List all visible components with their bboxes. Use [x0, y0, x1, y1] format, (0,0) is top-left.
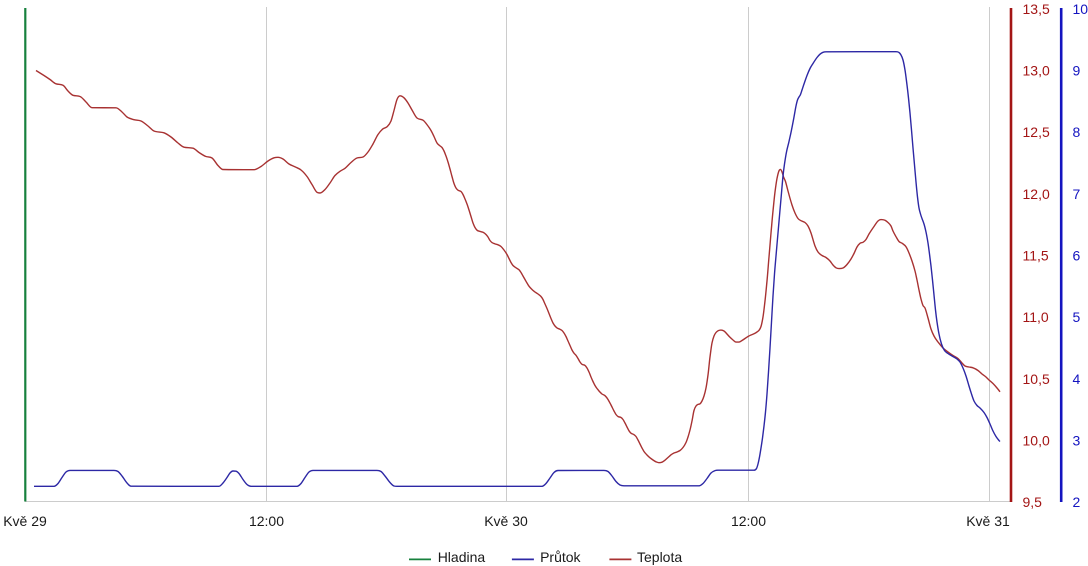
svg-text:12,0: 12,0 — [1023, 186, 1050, 202]
svg-text:10,5: 10,5 — [1023, 371, 1050, 387]
svg-text:Teplota: Teplota — [637, 549, 682, 565]
svg-text:12:00: 12:00 — [249, 513, 284, 529]
svg-text:2: 2 — [1073, 494, 1081, 510]
svg-text:13,5: 13,5 — [1023, 1, 1050, 17]
svg-text:12:00: 12:00 — [731, 513, 766, 529]
svg-text:10,0: 10,0 — [1023, 432, 1050, 448]
svg-text:11,0: 11,0 — [1023, 309, 1049, 325]
svg-text:11,5: 11,5 — [1023, 248, 1049, 264]
svg-text:Hladina: Hladina — [438, 549, 486, 565]
svg-text:6: 6 — [1073, 248, 1081, 264]
svg-text:4: 4 — [1073, 371, 1081, 387]
svg-text:8: 8 — [1073, 124, 1081, 140]
svg-text:Kvě 31: Kvě 31 — [966, 513, 1010, 529]
svg-text:13,0: 13,0 — [1023, 63, 1050, 79]
svg-text:5: 5 — [1073, 309, 1081, 325]
svg-text:9,5: 9,5 — [1023, 494, 1043, 510]
svg-text:9: 9 — [1073, 63, 1081, 79]
svg-text:Kvě 30: Kvě 30 — [484, 513, 528, 529]
svg-text:3: 3 — [1073, 432, 1081, 448]
svg-text:12,5: 12,5 — [1023, 124, 1050, 140]
svg-text:Kvě 29: Kvě 29 — [3, 513, 47, 529]
svg-text:Průtok: Průtok — [540, 549, 581, 565]
svg-text:7: 7 — [1073, 186, 1081, 202]
svg-text:10: 10 — [1073, 1, 1088, 17]
